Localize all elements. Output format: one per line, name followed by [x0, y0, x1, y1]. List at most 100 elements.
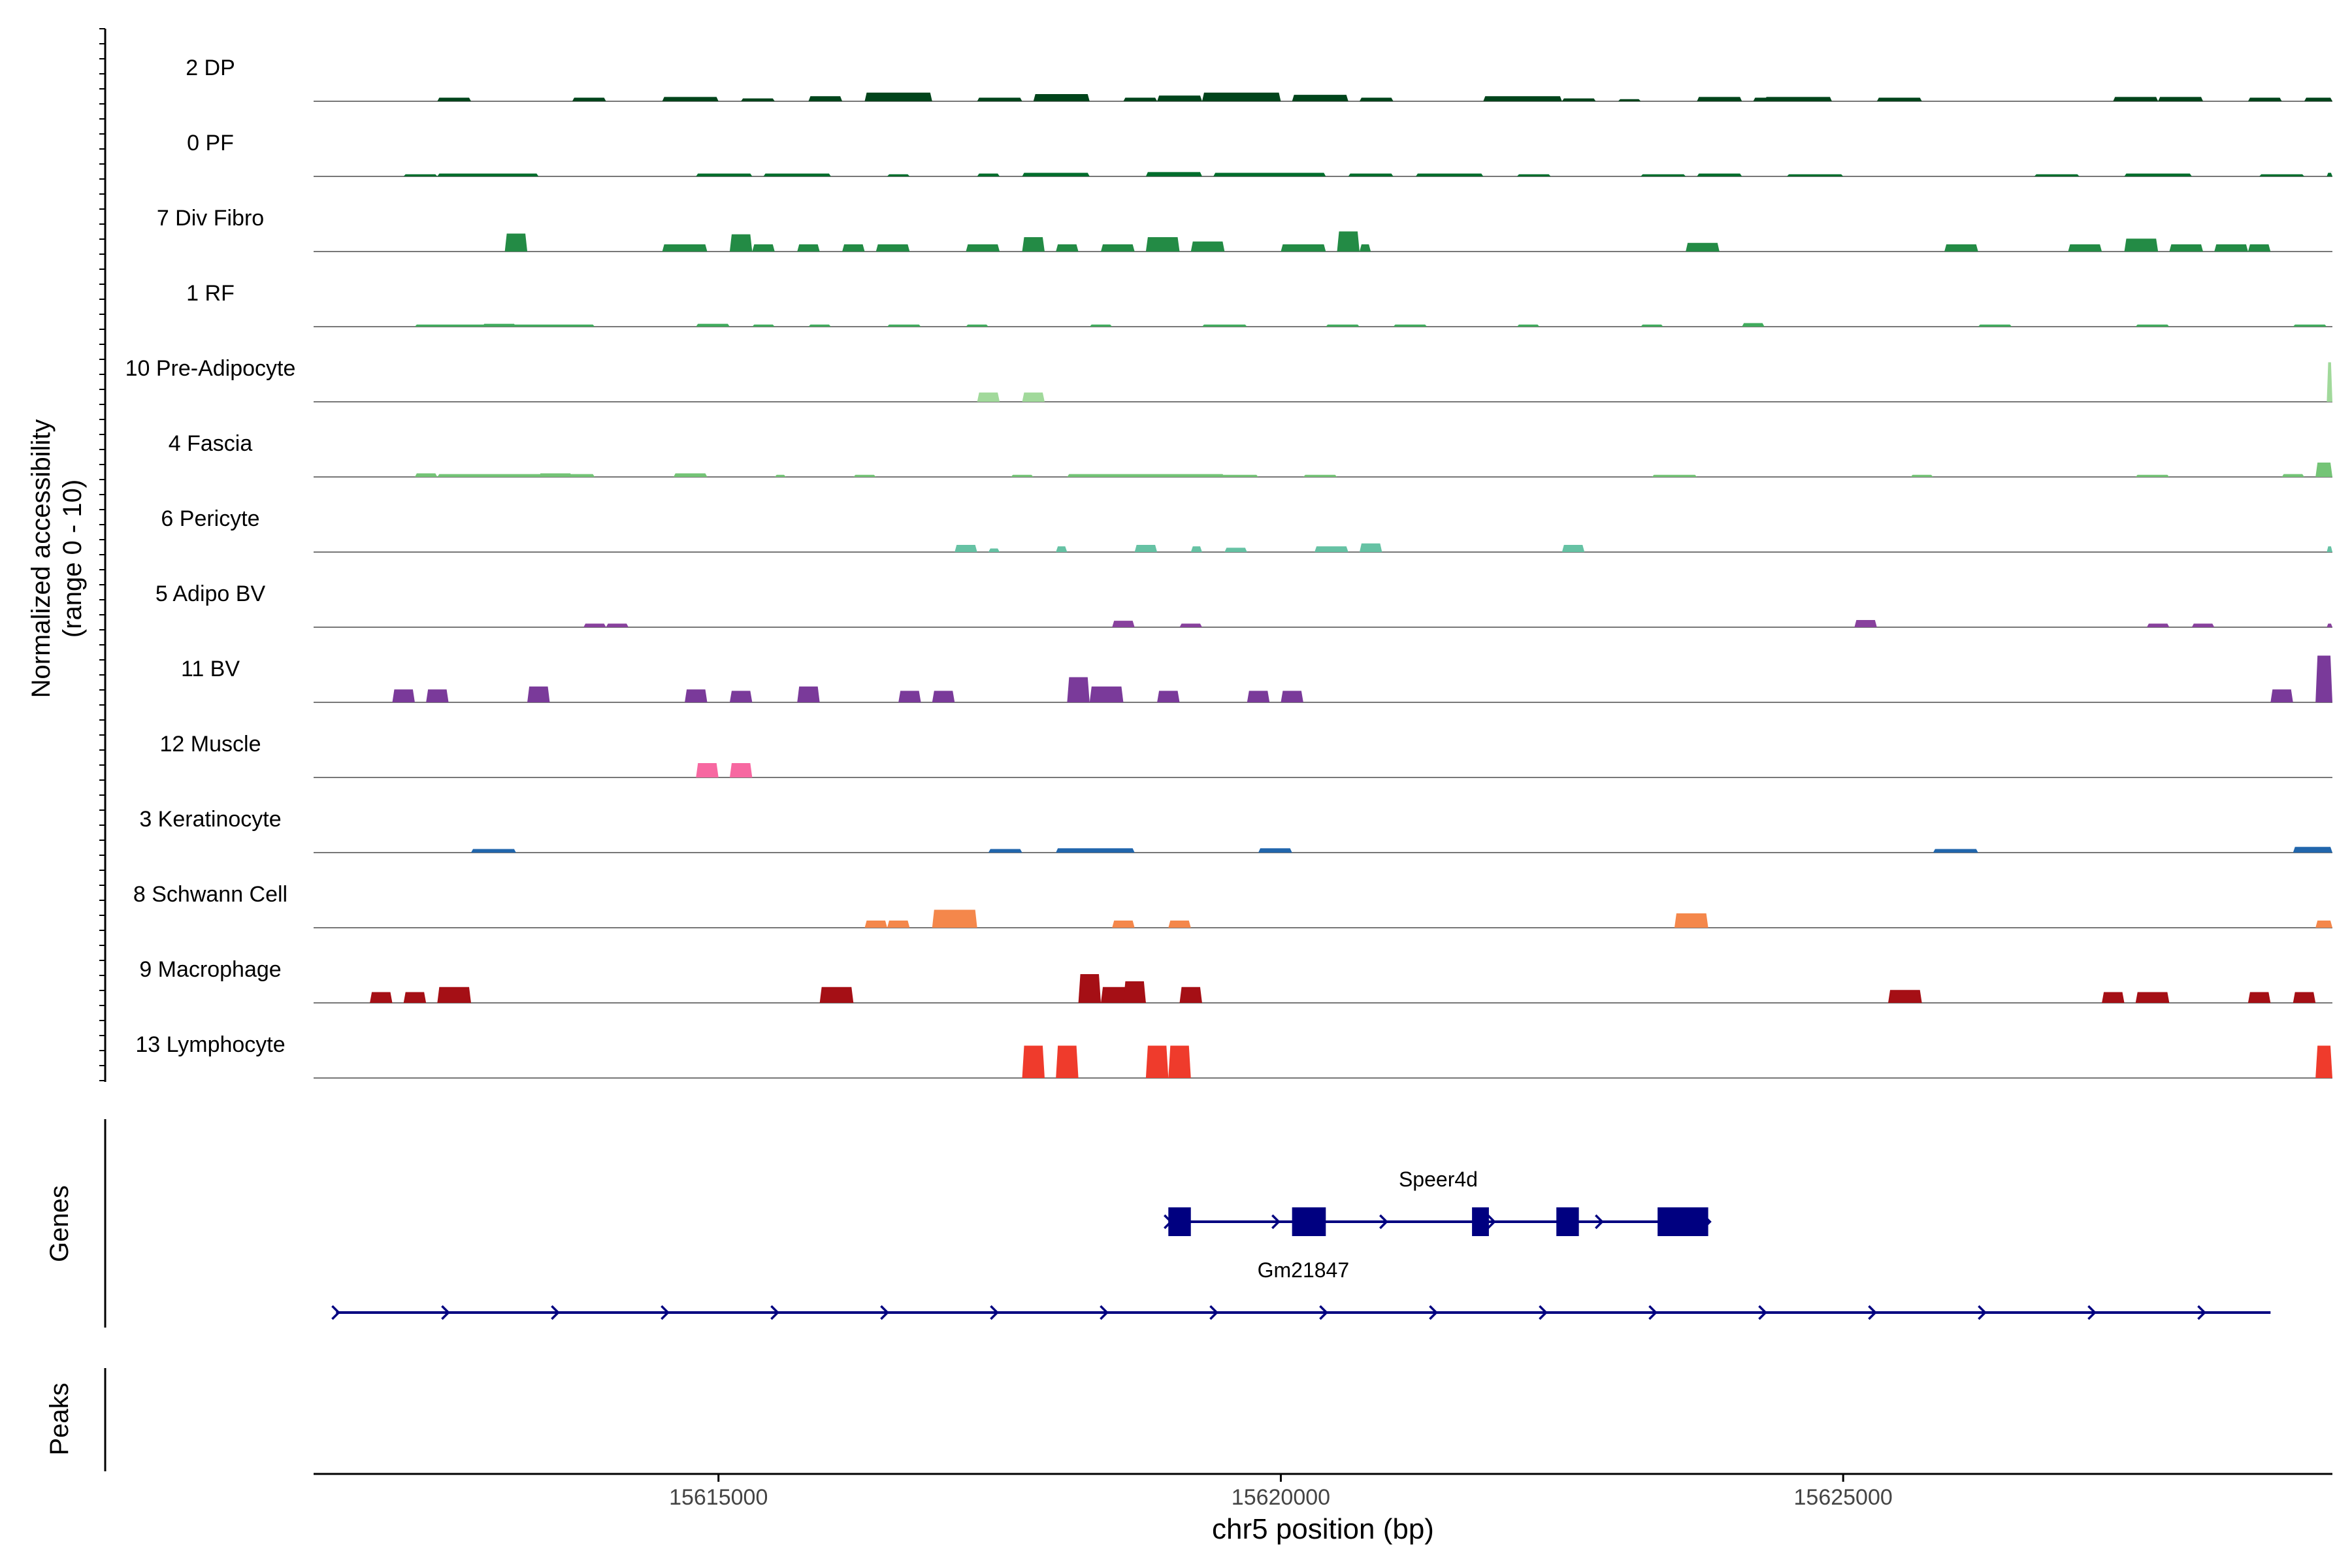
coverage-peak — [538, 473, 572, 477]
track: 4 Fascia — [169, 431, 2332, 478]
coverage-peak — [898, 691, 921, 702]
coverage-peak — [2270, 689, 2293, 702]
coverage-peak — [2293, 847, 2332, 853]
coverage-peak — [853, 474, 876, 477]
strand-arrow — [1539, 1305, 1548, 1320]
coverage-peak — [527, 686, 550, 702]
strand-arrow — [880, 1305, 889, 1320]
coverage-peak — [1978, 324, 2012, 327]
coverage-peak — [1190, 546, 1202, 552]
coverage-peak — [1112, 621, 1135, 627]
coverage-peak — [1011, 474, 1034, 477]
strand-arrow — [990, 1305, 999, 1320]
coverage-peak — [1359, 543, 1382, 552]
coverage-peak — [1697, 173, 1742, 176]
strand-arrow — [661, 1305, 670, 1320]
coverage-peak — [1641, 324, 1663, 327]
coverage-peak — [1022, 172, 1090, 176]
coverage-peak — [1326, 324, 1360, 327]
coverage-peak — [988, 849, 1022, 853]
coverage-peak — [955, 545, 977, 552]
track-label: 12 Muscle — [160, 732, 261, 757]
coverage-peak — [966, 324, 988, 327]
coverage-peak — [763, 173, 831, 176]
gene-annotations: Speer4d Gm21847 — [331, 1168, 2271, 1320]
coverage-peak — [2124, 173, 2192, 176]
coverage-peak — [1067, 677, 1090, 702]
coverage-peak — [2124, 238, 2159, 252]
coverage-peak — [1292, 95, 1348, 101]
coverage-peak — [752, 324, 775, 327]
coverage-peak — [1123, 981, 1146, 1003]
coverage-peak — [1337, 231, 1360, 252]
coverage-peak — [2327, 546, 2332, 552]
strand-arrow — [1271, 1214, 1281, 1230]
strand-arrow — [1209, 1305, 1218, 1320]
track-label: 5 Adipo BV — [155, 581, 266, 606]
coverage-peak — [2102, 992, 2125, 1003]
coverage-peak — [2304, 97, 2332, 101]
track: 0 PF — [187, 131, 2332, 177]
coverage-peak — [482, 323, 516, 327]
coverage-peak — [572, 97, 606, 101]
track-label: 11 BV — [181, 657, 240, 681]
coverage-peak — [1179, 623, 1202, 627]
coverage-peak — [729, 691, 753, 702]
coverage-peak — [932, 909, 977, 928]
coverage-peak — [1123, 97, 1158, 101]
coverage-peak — [2146, 623, 2170, 627]
coverage-peak — [1033, 94, 1090, 101]
y-axis-subtitle: (range 0 - 10) — [58, 480, 87, 638]
coverage-peak — [1359, 97, 1394, 101]
coverage-peak — [2327, 172, 2332, 176]
accessibility-axis — [99, 28, 106, 1082]
coverage-peak — [696, 763, 719, 777]
coverage-peak — [1168, 1045, 1191, 1078]
coverage-peak — [1145, 1045, 1169, 1078]
coverage-peak — [875, 244, 910, 252]
coverage-peak — [1315, 546, 1348, 552]
coverage-peak — [1224, 547, 1247, 552]
coverage-peak — [2068, 244, 2102, 252]
coverage-peak — [2135, 992, 2170, 1003]
gene-exon — [1292, 1207, 1326, 1236]
track-label: 13 Lymphocyte — [135, 1032, 285, 1057]
coverage-tracks: 2 DP 0 PF 7 Div Fibro 1 RF 10 Pre-Adipocyte 4… — [125, 56, 2332, 1079]
coverage-peak — [729, 234, 753, 252]
track-label: 6 Pericyte — [161, 506, 259, 531]
coverage-peak — [741, 98, 775, 101]
coverage-peak — [1641, 174, 1686, 176]
x-axis-title: chr5 position (bp) — [1212, 1513, 1434, 1545]
coverage-peak — [1179, 987, 1202, 1003]
gene-track: Speer4d — [1164, 1168, 1712, 1236]
coverage-peak — [1652, 474, 1697, 477]
coverage-peak — [887, 921, 910, 928]
coverage-peak — [887, 174, 910, 176]
strand-arrow — [1429, 1305, 1438, 1320]
coverage-peak — [437, 987, 472, 1003]
track: 1 RF — [186, 281, 2332, 327]
track-label: 1 RF — [186, 281, 235, 306]
x-axis-ticks: 15615000 15620000 15625000 — [669, 1474, 1893, 1510]
coverage-peak — [1190, 241, 1225, 252]
coverage-peak — [2281, 474, 2304, 477]
coverage-peak — [2293, 324, 2327, 327]
gene-exon — [1472, 1207, 1489, 1236]
coverage-peak — [2191, 623, 2215, 627]
track: 12 Muscle — [160, 732, 2332, 778]
coverage-peak — [583, 623, 606, 627]
coverage-peak — [1112, 921, 1135, 928]
track-label: 7 Div Fibro — [157, 206, 264, 231]
strand-arrow — [1379, 1214, 1388, 1230]
coverage-peak — [504, 233, 528, 252]
track-label: 2 DP — [186, 56, 235, 80]
track: 10 Pre-Adipocyte — [125, 356, 2332, 402]
track: 11 BV — [181, 655, 2332, 703]
coverage-peak — [437, 173, 539, 176]
strand-arrow — [551, 1305, 560, 1320]
y-axis-title: Normalized accessibility — [27, 419, 56, 698]
coverage-peak — [662, 97, 719, 101]
coverage-peak — [662, 244, 708, 252]
coverage-peak — [1022, 1045, 1045, 1078]
strand-arrow — [331, 1305, 340, 1320]
